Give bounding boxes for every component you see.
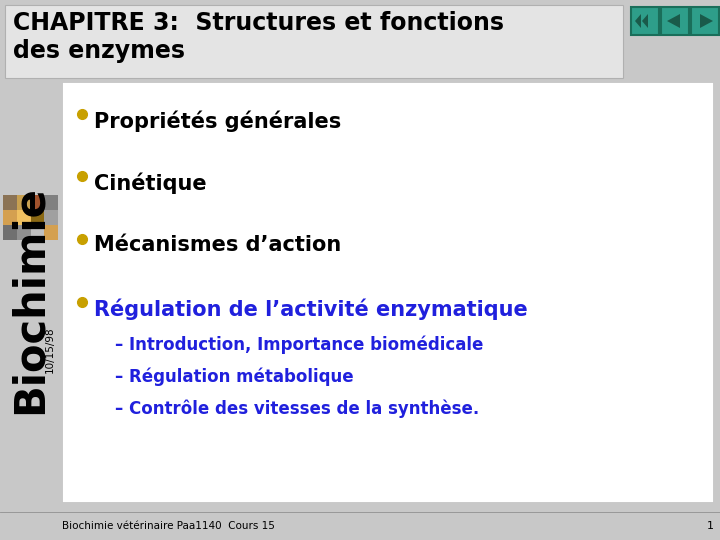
FancyBboxPatch shape <box>62 82 713 502</box>
FancyBboxPatch shape <box>3 225 17 240</box>
Text: Propriétés générales: Propriétés générales <box>94 110 341 132</box>
FancyBboxPatch shape <box>17 195 30 210</box>
Text: Régulation de l’activité enzymatique: Régulation de l’activité enzymatique <box>94 298 528 320</box>
FancyBboxPatch shape <box>691 7 719 35</box>
Text: – Contrôle des vitesses de la synthèse.: – Contrôle des vitesses de la synthèse. <box>115 400 480 418</box>
Text: 1: 1 <box>707 521 714 531</box>
FancyBboxPatch shape <box>3 210 17 225</box>
Polygon shape <box>700 14 713 28</box>
FancyBboxPatch shape <box>661 7 689 35</box>
FancyBboxPatch shape <box>44 195 58 210</box>
FancyBboxPatch shape <box>631 7 659 35</box>
FancyBboxPatch shape <box>17 225 30 240</box>
Polygon shape <box>642 14 648 28</box>
FancyBboxPatch shape <box>17 210 30 225</box>
Text: – Régulation métabolique: – Régulation métabolique <box>115 368 354 387</box>
Text: Biochimie vétérinaire Paa1140  Cours 15: Biochimie vétérinaire Paa1140 Cours 15 <box>62 521 275 531</box>
FancyBboxPatch shape <box>3 195 17 210</box>
Text: – Introduction, Importance biomédicale: – Introduction, Importance biomédicale <box>115 336 483 354</box>
FancyBboxPatch shape <box>5 5 623 78</box>
FancyBboxPatch shape <box>44 210 58 225</box>
Text: CHAPITRE 3:  Structures et fonctions: CHAPITRE 3: Structures et fonctions <box>13 11 504 35</box>
Text: 10/15/98: 10/15/98 <box>45 327 55 373</box>
FancyBboxPatch shape <box>30 225 44 240</box>
Polygon shape <box>667 14 680 28</box>
FancyBboxPatch shape <box>30 195 44 210</box>
FancyBboxPatch shape <box>44 225 58 240</box>
Text: Biochimie: Biochimie <box>9 186 51 414</box>
FancyBboxPatch shape <box>30 210 44 225</box>
Text: des enzymes: des enzymes <box>13 39 185 63</box>
Polygon shape <box>635 14 641 28</box>
Text: Mécanismes d’action: Mécanismes d’action <box>94 235 341 255</box>
Text: Cinétique: Cinétique <box>94 172 207 193</box>
